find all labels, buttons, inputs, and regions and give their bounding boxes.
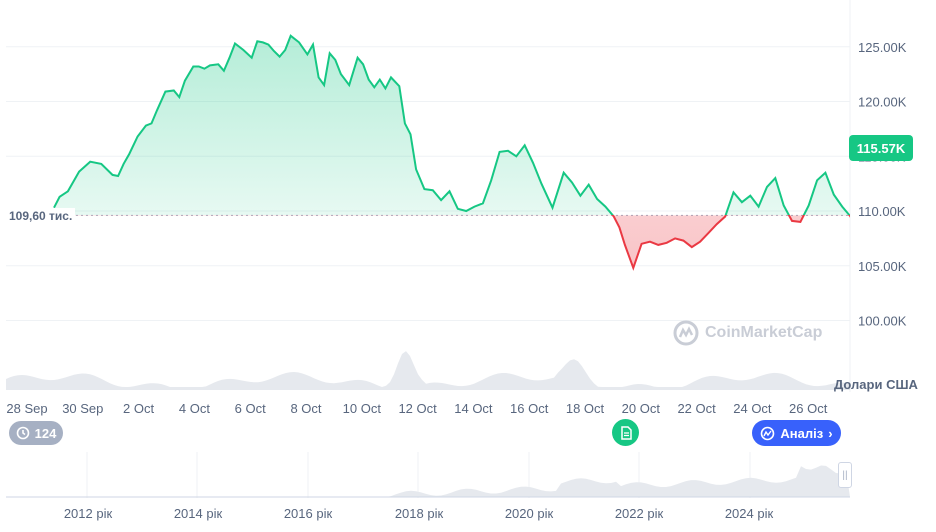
- x-tick-label: 20 Oct: [622, 401, 661, 416]
- baseline-label: 109,60 тис.: [6, 208, 76, 224]
- y-tick-label: 125.00K: [858, 40, 907, 55]
- analysis-label: Аналіз: [780, 425, 824, 441]
- navigator-year-label: 2014 рік: [174, 506, 223, 521]
- x-tick-label: 2 Oct: [123, 401, 154, 416]
- x-tick-label: 14 Oct: [454, 401, 493, 416]
- volume-bars: [6, 351, 850, 390]
- analysis-button[interactable]: Аналіз ›: [752, 420, 841, 446]
- watermark-text: CoinMarketCap: [705, 324, 823, 341]
- area-fill-down: [54, 215, 850, 268]
- navigator-year-label: 2022 рік: [615, 506, 664, 521]
- price-line-up: [53, 34, 850, 215]
- current-price-badge: 115.57K: [849, 135, 913, 161]
- coinmarketcap-logo-icon: [673, 320, 699, 346]
- navigator-year-label: 2020 рік: [505, 506, 554, 521]
- price-area: [53, 34, 850, 271]
- x-tick-label: 4 Oct: [179, 401, 210, 416]
- events-button[interactable]: 124: [9, 421, 63, 445]
- y-tick-label: 110.00K: [858, 204, 906, 219]
- volume-area: [6, 351, 850, 390]
- navigator-year-label: 2024 рік: [725, 506, 774, 521]
- events-count: 124: [34, 425, 57, 441]
- y-tick-label: 120.00K: [858, 95, 907, 110]
- x-tick-label: 18 Oct: [566, 401, 605, 416]
- x-tick-label: 24 Oct: [733, 401, 772, 416]
- x-tick-label: 22 Oct: [677, 401, 716, 416]
- area-fill-up: [54, 35, 850, 215]
- history-icon: [16, 426, 29, 440]
- navigator-area: [6, 465, 850, 497]
- document-icon: [620, 425, 632, 440]
- currency-label: Долари США: [834, 377, 918, 392]
- y-tick-label: 105.00K: [858, 259, 907, 274]
- x-tick-label: 10 Oct: [343, 401, 382, 416]
- y-tick-label: 100.00K: [858, 314, 907, 329]
- x-axis: 28 Sep 30 Sep 2 Oct 4 Oct 6 Oct 8 Oct 10 Oct 12…: [6, 401, 827, 416]
- navigator[interactable]: 2012 рік 2014 рік 2016 рік 2018 рік 2020 рік…: [6, 452, 850, 521]
- x-tick-label: 8 Oct: [290, 401, 321, 416]
- x-tick-label: 12 Oct: [398, 401, 437, 416]
- navigator-handle[interactable]: ||: [838, 462, 852, 488]
- x-tick-label: 16 Oct: [510, 401, 549, 416]
- chevron-right-icon: ›: [828, 425, 833, 441]
- x-tick-label: 6 Oct: [235, 401, 266, 416]
- navigator-year-label: 2018 рік: [395, 506, 444, 521]
- navigator-year-label: 2016 рік: [284, 506, 333, 521]
- price-line-down: [611, 215, 850, 271]
- x-tick-label: 30 Sep: [62, 401, 103, 416]
- x-tick-label: 28 Sep: [6, 401, 47, 416]
- analysis-icon: [761, 426, 775, 440]
- navigator-year-label: 2012 рік: [64, 506, 113, 521]
- x-tick-label: 26 Oct: [789, 401, 828, 416]
- watermark: CoinMarketCap: [673, 320, 822, 346]
- news-marker[interactable]: [612, 419, 639, 446]
- y-axis: 100.00K105.00K110.00K115.00K120.00K125.0…: [858, 40, 907, 329]
